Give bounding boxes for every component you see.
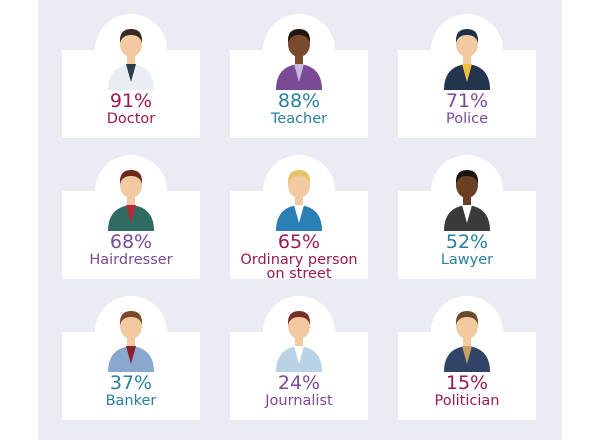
avatar-part bbox=[287, 170, 311, 184]
percent-value: 52% bbox=[445, 231, 489, 253]
card: 15% Politician bbox=[398, 332, 536, 420]
avatar-part bbox=[295, 336, 303, 346]
avatar-icon bbox=[276, 311, 322, 372]
avatar-part bbox=[294, 205, 304, 223]
avatar-icon bbox=[444, 170, 490, 231]
avatar-part bbox=[295, 54, 303, 64]
avatar-part bbox=[127, 195, 135, 205]
avatar-icon bbox=[444, 311, 490, 372]
card: 91% Doctor bbox=[62, 50, 200, 138]
profession-label: Teacher bbox=[270, 111, 328, 127]
avatar-part bbox=[288, 31, 310, 57]
avatar-part bbox=[294, 64, 304, 82]
avatar-icon bbox=[108, 170, 154, 231]
avatar-part bbox=[127, 54, 135, 64]
avatar-part bbox=[127, 336, 135, 346]
profession-label: Lawyer bbox=[440, 252, 494, 268]
avatar-part bbox=[456, 31, 478, 57]
avatar-part bbox=[126, 64, 136, 82]
avatar-part bbox=[119, 170, 143, 184]
percent-value: 24% bbox=[277, 372, 321, 394]
avatar-part bbox=[295, 195, 303, 205]
avatar-part bbox=[120, 313, 142, 339]
avatar-part bbox=[288, 313, 310, 339]
avatar-part bbox=[455, 29, 479, 43]
avatar-icon bbox=[444, 29, 490, 90]
profession-label: Politician bbox=[434, 393, 500, 409]
avatar-part bbox=[462, 64, 472, 82]
avatar-part bbox=[287, 29, 311, 43]
profession-label: Police bbox=[445, 111, 489, 127]
profession-label: Hairdresser bbox=[89, 252, 173, 268]
avatar-part bbox=[456, 172, 478, 198]
avatar-part bbox=[455, 170, 479, 184]
card: 65% Ordinary person on street bbox=[230, 191, 368, 282]
avatar-part bbox=[456, 313, 478, 339]
profession-label: Doctor bbox=[106, 111, 156, 127]
percent-value: 88% bbox=[277, 90, 321, 112]
avatar-part bbox=[126, 346, 136, 364]
avatar-part bbox=[120, 31, 142, 57]
avatar-part bbox=[463, 54, 471, 64]
avatar-part bbox=[462, 346, 472, 364]
avatar-icon bbox=[108, 311, 154, 372]
avatar-part bbox=[126, 205, 136, 223]
avatar-icon bbox=[276, 29, 322, 90]
profession-label: Banker bbox=[105, 393, 157, 409]
percent-value: 15% bbox=[445, 372, 489, 394]
avatar-part bbox=[120, 172, 142, 198]
avatar-part bbox=[294, 346, 304, 364]
avatar-part bbox=[455, 311, 479, 325]
avatar-part bbox=[463, 195, 471, 205]
percent-value: 65% bbox=[277, 231, 321, 253]
avatar-icon bbox=[276, 170, 322, 231]
profession-label: Ordinary person on street bbox=[240, 252, 358, 282]
percent-value: 37% bbox=[109, 372, 153, 394]
percent-value: 71% bbox=[445, 90, 489, 112]
avatar-part bbox=[288, 172, 310, 198]
avatar-part bbox=[119, 311, 143, 325]
avatar-part bbox=[462, 205, 472, 223]
avatar-part bbox=[463, 336, 471, 346]
percent-value: 68% bbox=[109, 231, 153, 253]
avatar-icon bbox=[108, 29, 154, 90]
avatar-part bbox=[287, 311, 311, 325]
profession-label: Journalist bbox=[265, 393, 333, 409]
percent-value: 91% bbox=[109, 90, 153, 112]
avatar-part bbox=[119, 29, 143, 43]
